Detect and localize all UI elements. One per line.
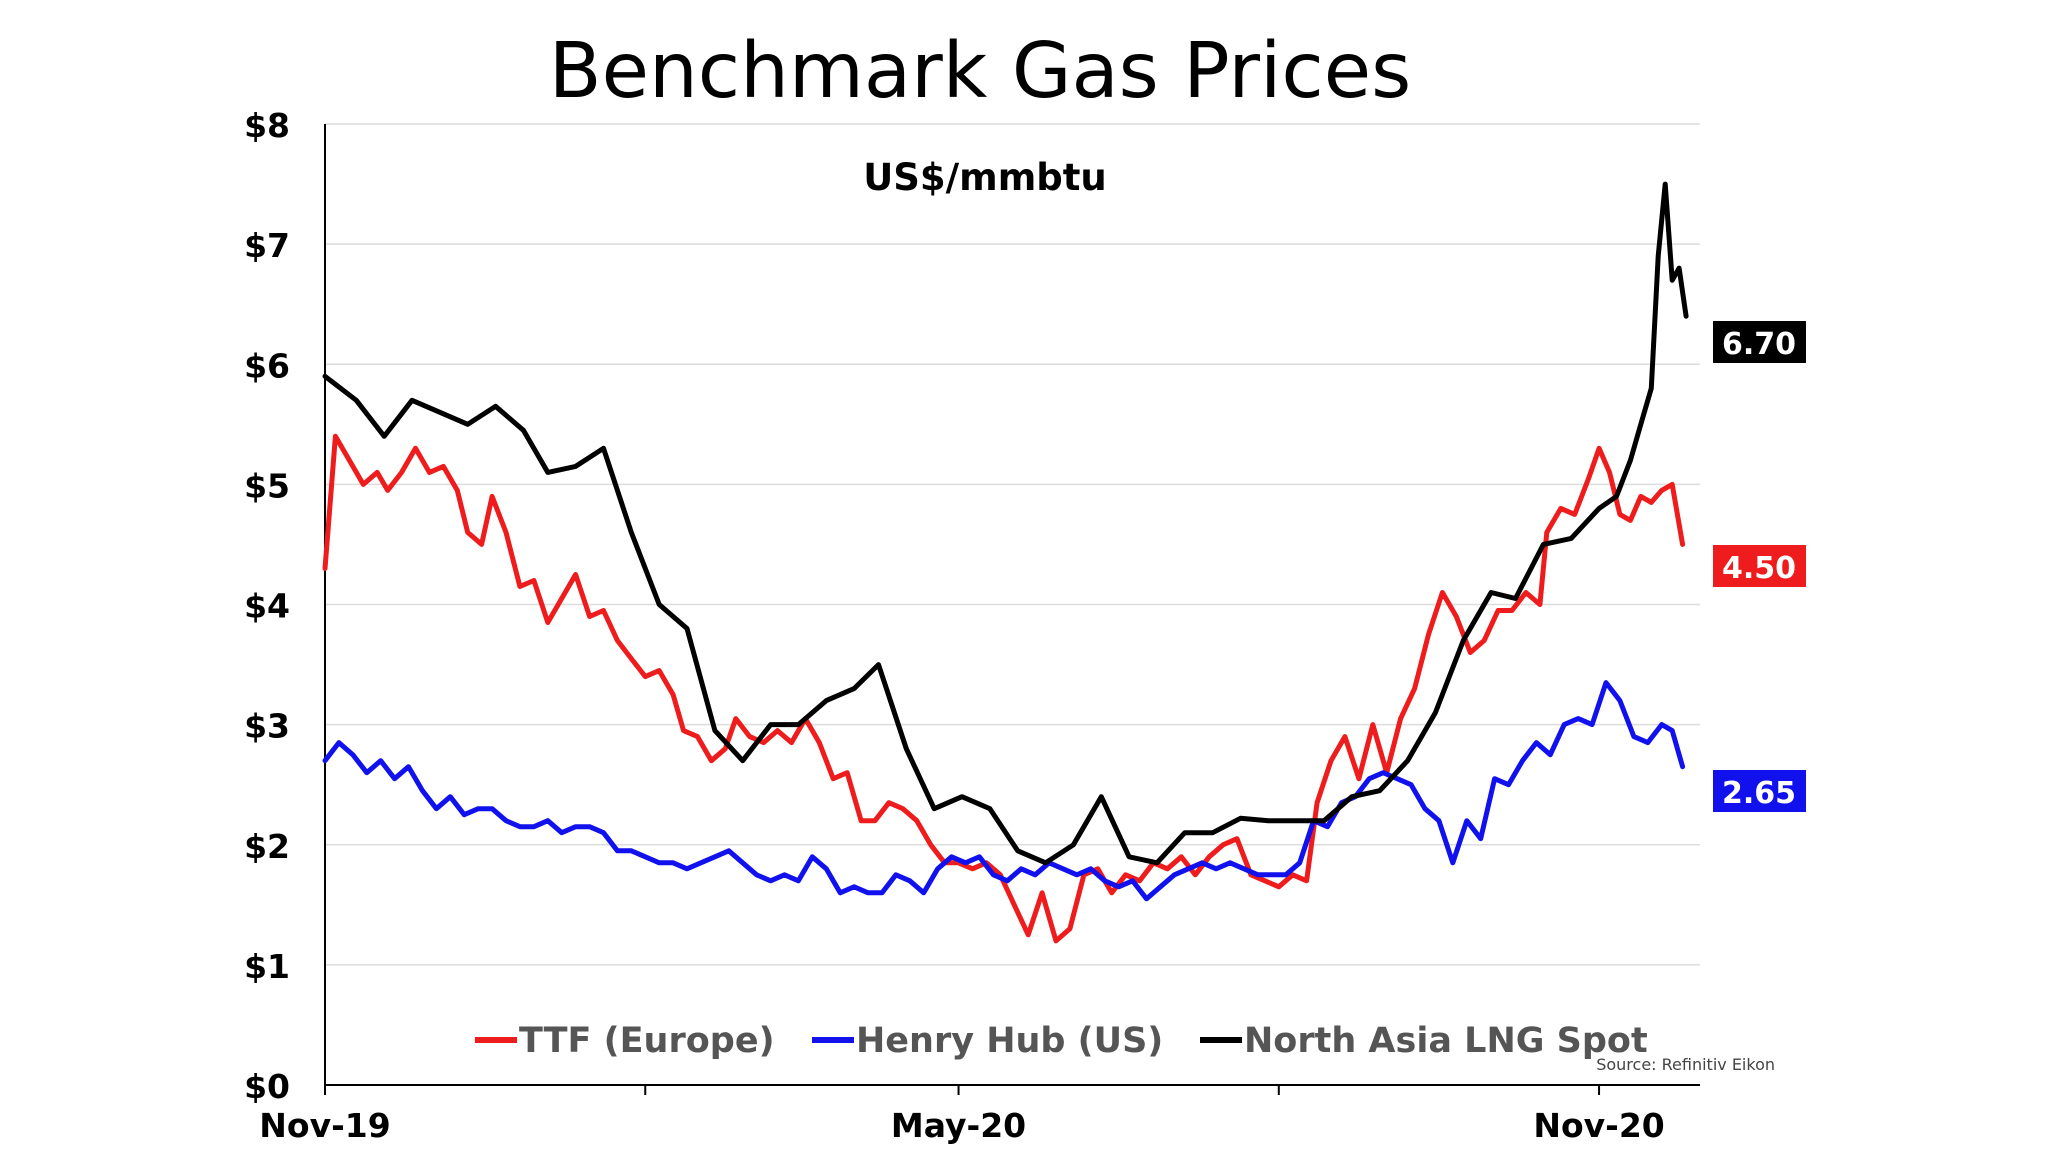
legend-label-north-asia-lng-spot: North Asia LNG Spot [1244, 1021, 1648, 1061]
end-label-box-ttf-europe [1713, 545, 1806, 587]
series-line-henry-hub-us [322, 680, 1686, 902]
chart-subtitle: US$/mmbtu [863, 156, 1107, 199]
end-label-ttf-europe: 4.50 [1722, 551, 1796, 586]
series-line-north-asia-lng-spot [322, 181, 1689, 866]
y-tick-label: $5 [244, 466, 290, 505]
legend-label-henry-hub-us: Henry Hub (US) [856, 1021, 1163, 1061]
y-tick-label: $4 [244, 587, 290, 626]
y-tick-label: $6 [244, 346, 290, 385]
y-tick-label: $8 [244, 106, 290, 145]
end-labels-layer: 4.50 2.65 6.70 [1713, 321, 1806, 812]
x-tick-label: Nov-19 [259, 1106, 390, 1145]
chart-title: Benchmark Gas Prices [549, 27, 1411, 116]
grid-layer [325, 123, 1700, 966]
y-tick-label: $2 [244, 827, 290, 866]
series-line-ttf-europe [322, 433, 1686, 944]
y-tick-label: $7 [244, 226, 290, 265]
source-note: Source: Refinitiv Eikon [1596, 1055, 1775, 1074]
y-tick-label: $1 [244, 947, 290, 986]
y-tick-label: $0 [244, 1067, 290, 1106]
x-tick-label: Nov-20 [1533, 1106, 1664, 1145]
end-label-box-north-asia-lng-spot [1713, 321, 1806, 363]
axes-layer: $0 $1 $2 $3 $4 $5 $6 $7 $8 Nov-19 May-20 Nov-20 [244, 106, 1700, 1145]
end-label-box-henry-hub-us [1713, 770, 1806, 812]
y-tick-label: $3 [244, 707, 290, 746]
x-tick-label: May-20 [891, 1106, 1026, 1145]
legend-label-ttf-europe: TTF (Europe) [519, 1021, 775, 1061]
legend: TTF (Europe) Henry Hub (US) North Asia LNG… [475, 1021, 1648, 1061]
end-label-henry-hub-us: 2.65 [1722, 776, 1796, 811]
series-layer [322, 181, 1689, 944]
end-label-north-asia-lng-spot: 6.70 [1722, 327, 1796, 362]
